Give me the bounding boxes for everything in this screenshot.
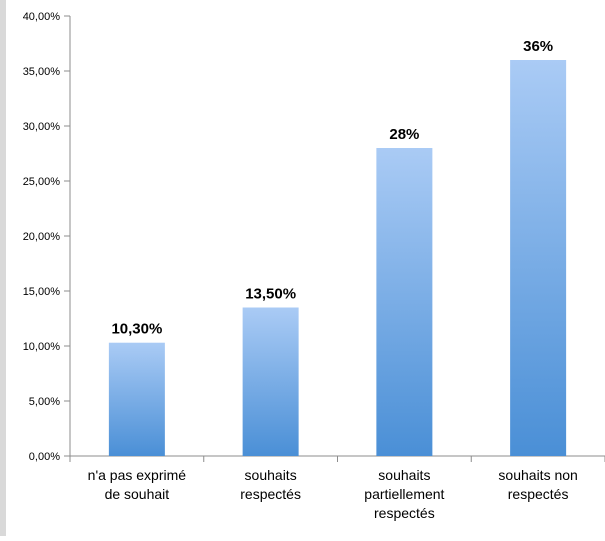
x-category-label-line: respectés bbox=[508, 486, 569, 502]
data-label: 36% bbox=[523, 38, 553, 55]
y-tick-label: 40,00% bbox=[23, 11, 61, 23]
x-category-label-line: n'a pas exprimé bbox=[88, 467, 187, 483]
y-tick-label: 25,00% bbox=[23, 176, 61, 188]
bars bbox=[108, 60, 567, 456]
labels: 0,00% 5,00% 10,00% 15,00% 20,00% 25,00% 30,00%… bbox=[23, 11, 578, 521]
x-category-label: souhaits partiellement respectés bbox=[364, 467, 444, 521]
y-tick-label: 30,00% bbox=[23, 121, 61, 133]
x-category-label-line: respectés bbox=[240, 486, 301, 502]
y-tick-label: 5,00% bbox=[29, 396, 60, 408]
y-tick-label: 10,00% bbox=[23, 341, 61, 353]
bar bbox=[242, 307, 299, 456]
x-category-label-line: de souhait bbox=[105, 486, 170, 502]
x-category-label: souhaits non respectés bbox=[498, 467, 577, 502]
data-label: 28% bbox=[389, 126, 419, 143]
x-category-label-line: partiellement bbox=[364, 486, 444, 502]
bar bbox=[510, 60, 567, 456]
y-tick-label: 15,00% bbox=[23, 286, 61, 298]
x-category-label: n'a pas exprimé de souhait bbox=[88, 467, 187, 502]
y-tick-label: 0,00% bbox=[29, 451, 60, 463]
left-border-strip bbox=[0, 0, 6, 536]
data-label: 10,30% bbox=[111, 321, 162, 338]
data-label: 13,50% bbox=[245, 286, 296, 303]
x-category-label-line: respectés bbox=[374, 505, 435, 521]
y-tick-label: 35,00% bbox=[23, 66, 61, 78]
bar bbox=[376, 148, 433, 456]
x-category-label-line: souhaits bbox=[378, 467, 430, 483]
bar bbox=[108, 342, 165, 456]
x-category-label-line: souhaits non bbox=[498, 467, 577, 483]
y-tick-label: 20,00% bbox=[23, 231, 61, 243]
x-category-label-line: souhaits bbox=[245, 467, 297, 483]
x-category-label: souhaits respectés bbox=[240, 467, 301, 502]
